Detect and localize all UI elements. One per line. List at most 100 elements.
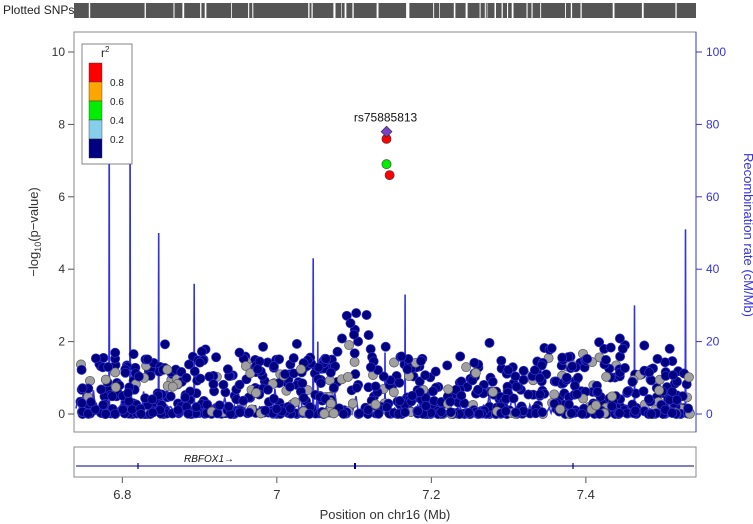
snp-point [218,379,229,390]
snp-point [566,408,577,419]
snp-point [288,353,299,364]
snp-point [683,403,694,414]
snp-point [442,360,453,371]
gene-name: RBFOX1→ [184,454,234,465]
snp-point [644,367,655,378]
snp-point [351,308,362,319]
snp-point [183,408,194,419]
snp-point [343,371,353,382]
x-tick-label: 6.8 [113,487,131,502]
snp-point [268,393,279,404]
snp-track-gap [507,3,508,18]
snp-point [536,360,547,371]
right-y-axis: 0 20 40 60 80 100 [695,32,726,432]
snp-point [445,407,456,418]
snp-point [117,404,128,415]
snp-point [194,357,205,368]
snp-point [569,380,580,391]
snp-point [128,349,139,360]
legend-label: 0.8 [110,78,124,89]
snp-point [601,371,612,382]
r2-legend: r2 0.8 0.6 0.4 0.2 [81,43,133,165]
left-y-axis-title: −log10(p−value) [26,187,43,277]
snp-point [196,346,207,357]
left-y-tick-label: 0 [58,407,65,421]
snp-point [534,389,545,400]
snp-track-gap [465,3,468,18]
snp-track-gap [248,3,250,18]
snp-point [123,387,134,398]
snp-point [534,373,545,384]
snp-point [245,368,256,379]
snp-point [412,406,423,417]
snp-point [285,403,296,414]
highlighted-snp-point [384,170,395,180]
snp-point [652,353,663,364]
snp-point [605,342,616,353]
snp-point [577,408,588,419]
legend-label: 0.2 [110,135,124,146]
snp-point [325,367,336,378]
snp-track-gap [352,3,354,18]
snp-point [328,382,339,393]
snp-track-gap [641,3,644,18]
snp-track-gap [570,3,573,18]
snp-point [592,386,603,397]
snp-track-gap [231,3,232,18]
left-y-axis: 0 2 4 6 8 10 [52,45,74,421]
legend-swatch [88,138,103,159]
snp-point [234,347,245,358]
x-tick-label: 7 [273,487,280,502]
snp-track-gap [526,3,528,18]
snp-point [100,374,111,385]
right-y-tick-label: 20 [706,335,720,349]
snp-point [110,382,121,393]
snp-point [420,370,431,381]
snp-point [537,407,548,418]
snp-track-gap [433,3,435,18]
snp-point [639,340,650,351]
snp-track-gap [144,3,146,18]
legend-swatch [88,81,103,102]
snp-point [496,355,507,366]
x-axis: 6.8 7 7.2 7.4 [113,477,595,502]
snp-point [291,338,302,349]
snp-point [487,376,498,387]
snp-track-gap [173,3,175,18]
left-y-tick-label: 2 [58,335,65,349]
snp-point [389,357,399,368]
legend-label: 0.4 [110,116,124,127]
snp-point [394,377,405,388]
snp-point [110,367,121,378]
snp-point [214,400,225,411]
snp-point [202,399,212,410]
snp-point [304,408,315,419]
snp-point [181,372,192,383]
snp-point [601,354,611,365]
snp-point [667,408,678,418]
plotted-snps-label: Plotted SNPs [3,3,74,17]
snp-point [461,362,472,373]
snp-point [414,376,425,387]
snp-point [365,362,376,373]
snp-point [147,394,158,405]
snp-point [258,341,269,352]
snp-point [361,310,372,320]
snp-point [370,399,381,410]
lead-snp-diamond [380,125,393,138]
snp-point [572,389,582,400]
snp-point [378,371,389,382]
snp-point [271,404,282,414]
snp-point [594,337,605,348]
snp-point [416,356,426,366]
snp-point [523,389,534,400]
snp-point [195,373,206,384]
snp-point [268,361,279,372]
snp-point [120,367,131,378]
snp-track-gap [308,3,310,18]
snp-point [373,408,384,419]
snp-point [354,408,365,419]
snp-point [345,318,356,329]
snp-point [508,393,519,404]
